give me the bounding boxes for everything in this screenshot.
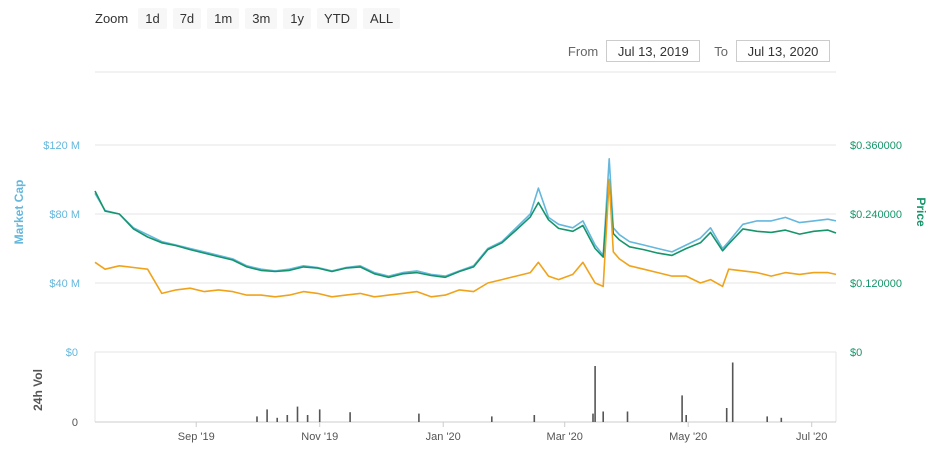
- volume-axis-title: 24h Vol: [31, 369, 45, 411]
- volume-bar: [780, 417, 783, 422]
- from-date-input[interactable]: [606, 40, 701, 62]
- left-tick-label: $80 M: [49, 209, 80, 221]
- volume-bar: [318, 409, 321, 422]
- volume-bar: [681, 395, 683, 422]
- date-range: From To: [568, 40, 836, 62]
- volume-bar: [731, 362, 734, 422]
- left-axis-title: Market Cap: [12, 180, 26, 245]
- market-cap-line[interactable]: [94, 158, 837, 277]
- volume-bar: [276, 417, 278, 422]
- volume-bar: [602, 411, 604, 422]
- right-tick-label: $0.360000: [850, 140, 902, 152]
- zoom-all-button[interactable]: ALL: [363, 8, 401, 29]
- right-tick-label: $0.240000: [850, 209, 902, 221]
- volume-bar: [533, 415, 536, 422]
- zoom-1y-button[interactable]: 1y: [283, 8, 312, 29]
- x-tick-label: Jul '20: [796, 431, 827, 443]
- volume-bar: [349, 412, 351, 422]
- lower-right-tick: $0: [850, 347, 862, 359]
- left-tick-label: $40 M: [49, 278, 80, 290]
- price-line[interactable]: [94, 178, 837, 279]
- x-tick-label: May '20: [669, 431, 707, 443]
- volume-bar: [592, 413, 594, 422]
- zoom-controls: Zoom 1d 7d 1m 3m 1y YTD ALL: [95, 8, 401, 29]
- volume-bar: [766, 416, 768, 422]
- zoom-ytd-button[interactable]: YTD: [317, 8, 358, 29]
- volume-bar: [266, 409, 268, 422]
- volume-bar: [725, 408, 728, 422]
- zoom-3m-button[interactable]: 3m: [245, 8, 278, 29]
- x-tick-label: Nov '19: [301, 431, 338, 443]
- left-tick-label: $120 M: [43, 140, 80, 152]
- zoom-1d-button[interactable]: 1d: [138, 8, 167, 29]
- volume-line[interactable]: [94, 178, 837, 298]
- volume-bar: [626, 411, 629, 422]
- from-label: From: [567, 43, 599, 59]
- lower-left-zero-tick: 0: [72, 417, 78, 429]
- zoom-label: Zoom: [95, 11, 129, 26]
- right-axis-title: Price: [914, 197, 926, 227]
- x-tick-label: Mar '20: [547, 431, 583, 443]
- volume-bar: [685, 415, 687, 422]
- zoom-1m-button[interactable]: 1m: [207, 8, 240, 29]
- lower-left-top-tick: $0: [66, 347, 78, 359]
- volume-bar: [418, 413, 420, 422]
- right-tick-label: $0.120000: [850, 278, 902, 290]
- to-label: To: [714, 43, 728, 59]
- volume-bar: [594, 366, 596, 422]
- volume-bar: [296, 406, 299, 422]
- volume-bar: [286, 415, 289, 422]
- volume-bar: [306, 415, 309, 422]
- x-tick-label: Jan '20: [426, 431, 461, 443]
- volume-bar: [256, 416, 258, 422]
- to-date-input[interactable]: [736, 40, 830, 62]
- volume-bar: [491, 416, 493, 422]
- x-tick-label: Sep '19: [178, 431, 215, 443]
- zoom-7d-button[interactable]: 7d: [172, 8, 202, 29]
